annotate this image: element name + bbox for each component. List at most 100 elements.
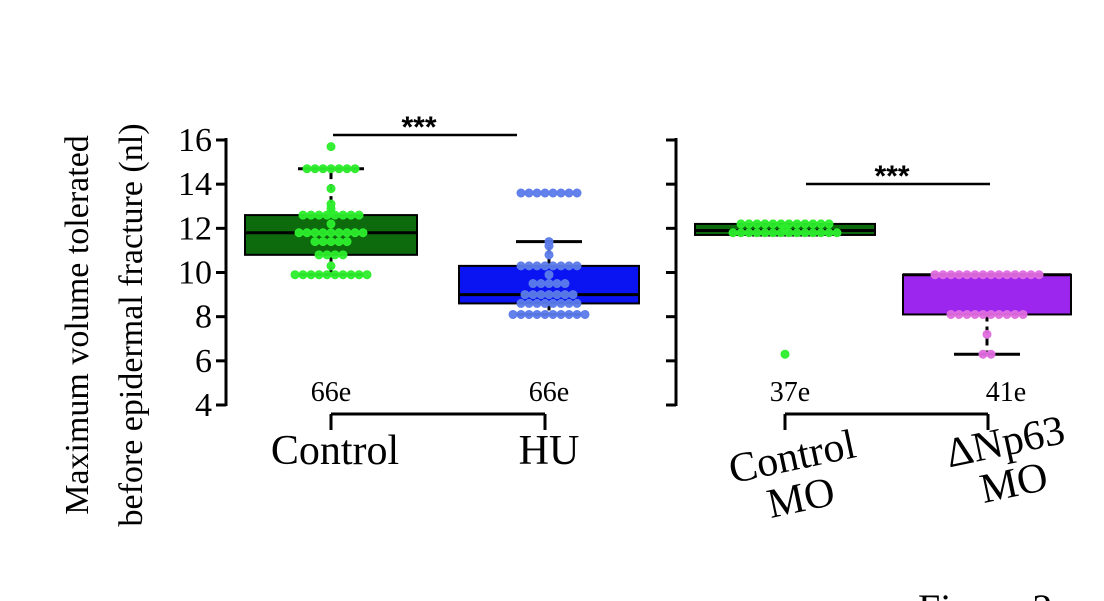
data-point — [544, 279, 554, 289]
data-point — [350, 228, 360, 238]
category-label-hu: HU — [519, 428, 580, 474]
data-point — [1018, 270, 1028, 280]
data-point — [580, 309, 590, 319]
data-point — [548, 261, 558, 271]
category-label-control: Control — [271, 428, 399, 474]
data-point — [314, 270, 324, 280]
data-point — [572, 261, 582, 271]
data-point — [524, 261, 534, 271]
data-point — [306, 270, 316, 280]
data-point — [326, 261, 336, 271]
data-point — [520, 290, 530, 300]
data-point — [516, 261, 526, 271]
y-tick-label: 6 — [195, 343, 212, 380]
data-point — [556, 261, 566, 271]
data-point — [564, 188, 574, 198]
data-point — [322, 270, 332, 280]
data-point — [338, 270, 348, 280]
data-point — [338, 210, 348, 220]
data-point — [346, 270, 356, 280]
data-point — [326, 228, 336, 238]
data-point — [342, 228, 352, 238]
data-point — [744, 228, 754, 238]
data-point — [524, 309, 534, 319]
data-point — [1002, 309, 1012, 319]
data-point — [946, 309, 956, 319]
data-point — [572, 188, 582, 198]
data-point — [326, 237, 336, 247]
data-point — [532, 188, 542, 198]
data-point — [346, 210, 356, 220]
data-point — [564, 261, 574, 271]
data-point — [354, 270, 364, 280]
data-point — [946, 270, 956, 280]
data-point — [556, 188, 566, 198]
data-point — [954, 309, 964, 319]
data-point — [528, 290, 538, 300]
data-point — [736, 219, 746, 229]
data-point — [962, 309, 972, 319]
data-point — [728, 228, 738, 238]
data-point — [326, 219, 336, 229]
data-point — [516, 309, 526, 319]
y-tick-label: 14 — [178, 166, 212, 203]
figure-caption-cropped: Figure 2 — [918, 586, 1052, 601]
data-point — [302, 228, 312, 238]
data-point — [784, 228, 794, 238]
n-label-control-mo: 37e — [770, 377, 810, 408]
data-point — [808, 228, 818, 238]
data-point — [532, 261, 542, 271]
data-point — [314, 250, 324, 260]
data-point — [544, 250, 554, 260]
box-group-control-mo — [694, 219, 876, 359]
data-point — [986, 270, 996, 280]
data-point — [780, 349, 790, 359]
data-point — [800, 228, 810, 238]
data-point — [524, 188, 534, 198]
data-point — [970, 309, 980, 319]
data-point — [298, 210, 308, 220]
data-point — [1034, 270, 1044, 280]
data-point — [994, 309, 1004, 319]
data-point — [330, 210, 340, 220]
data-point — [744, 219, 754, 229]
data-point — [752, 228, 762, 238]
data-point — [986, 309, 996, 319]
data-point — [816, 219, 826, 229]
data-point — [532, 309, 542, 319]
data-point — [354, 210, 364, 220]
data-point — [326, 142, 336, 152]
data-point — [302, 164, 312, 174]
data-point — [318, 164, 328, 174]
data-point — [532, 298, 542, 308]
data-point — [362, 270, 372, 280]
data-point — [524, 298, 534, 308]
data-point — [330, 270, 340, 280]
data-point — [334, 164, 344, 174]
y-tick-label: 10 — [178, 255, 212, 292]
data-point — [752, 219, 762, 229]
data-point — [808, 219, 818, 229]
right-y-axis — [666, 138, 678, 407]
data-point — [310, 164, 320, 174]
data-point — [540, 261, 550, 271]
n-label-control: 66e — [311, 377, 351, 408]
data-point — [552, 290, 562, 300]
data-point — [544, 270, 554, 280]
data-point — [556, 309, 566, 319]
data-point — [548, 188, 558, 198]
data-point — [816, 228, 826, 238]
data-point — [318, 228, 328, 238]
data-point — [310, 228, 320, 238]
data-point — [930, 270, 940, 280]
data-point — [552, 279, 562, 289]
data-point — [338, 250, 348, 260]
data-point — [800, 219, 810, 229]
data-point — [326, 164, 336, 174]
data-point — [540, 188, 550, 198]
data-point — [508, 309, 518, 319]
y-tick-label: 16 — [178, 122, 212, 159]
data-point — [560, 279, 570, 289]
y-tick-label: 8 — [195, 299, 212, 336]
